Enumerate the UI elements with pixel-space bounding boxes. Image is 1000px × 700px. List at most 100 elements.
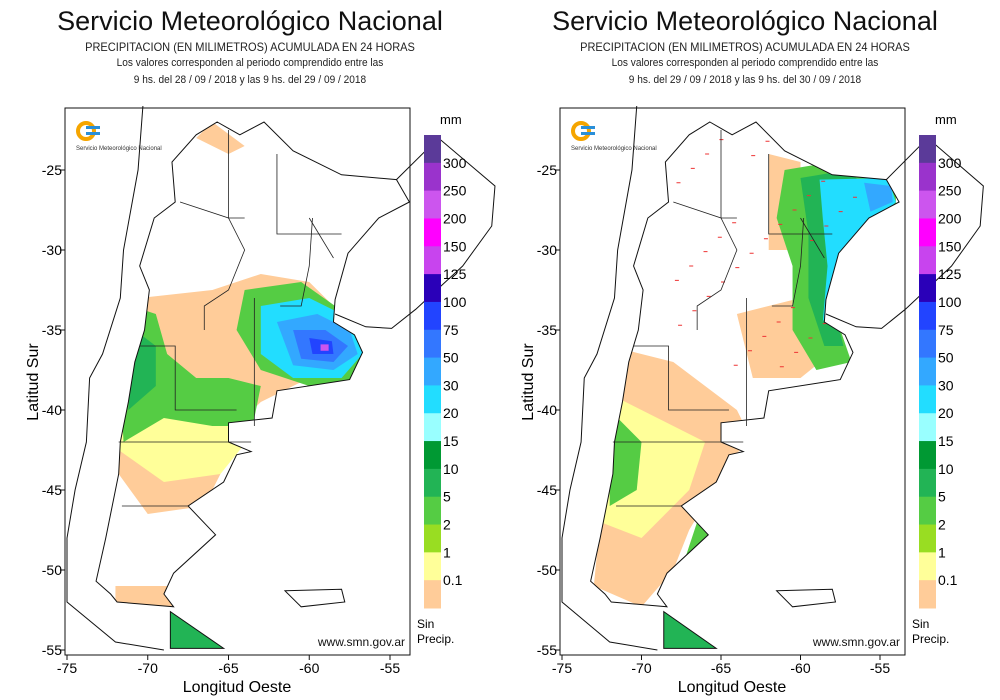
- province-border: [179, 201, 246, 330]
- map-title: Servicio Meteorológico Nacional: [57, 6, 443, 36]
- legend-label: 30: [938, 377, 954, 393]
- east-coast: [825, 137, 984, 329]
- precip-area: [196, 122, 245, 154]
- map-title: Servicio Meteorológico Nacional: [552, 6, 938, 36]
- x-tick-label: -65: [218, 660, 238, 676]
- smn-logo-stripe: [581, 132, 595, 135]
- province-border: [720, 130, 737, 219]
- legend-swatch: [919, 329, 936, 359]
- province-border: [673, 201, 738, 330]
- legend-label: 1: [443, 544, 451, 560]
- legend-label: 200: [938, 210, 962, 226]
- legend-swatch: [424, 357, 441, 386]
- map-subtitle: PRECIPITACION (EN MILIMETROS) ACUMULADA …: [85, 40, 415, 54]
- legend-swatch: [424, 274, 441, 303]
- legend-swatch: [919, 552, 936, 581]
- x-axis-label: Longitud Oeste: [678, 679, 787, 696]
- smn-logo-text: Servicio Meteorológico Nacional: [76, 146, 162, 152]
- precip-area: [609, 410, 642, 506]
- period-dates: 9 hs. del 28 / 09 / 2018 y las 9 hs. del…: [133, 74, 367, 86]
- legend-label: 50: [938, 350, 954, 366]
- map-panel-1: Servicio Meteorológico Nacional PRECIPIT…: [25, 6, 496, 696]
- x-tick-label: -65: [711, 660, 731, 676]
- legend-swatch: [919, 413, 936, 442]
- y-tick-label: -45: [537, 482, 557, 498]
- y-tick-label: -50: [537, 562, 557, 578]
- map-panel-2: Servicio Meteorológico Nacional PRECIPIT…: [495, 0, 995, 700]
- y-tick-label: -40: [537, 402, 557, 418]
- y-tick-label: -55: [537, 642, 557, 658]
- y-tick-label: -55: [42, 642, 62, 658]
- legend-swatch: [424, 301, 441, 331]
- y-tick-label: -35: [537, 322, 557, 338]
- legend-label: 1: [938, 544, 946, 560]
- legend-label: 5: [938, 489, 946, 505]
- legend-label: 150: [938, 238, 962, 254]
- legend-swatch: [919, 301, 936, 331]
- y-tick-label: -35: [42, 322, 62, 338]
- legend-swatch: [424, 496, 441, 526]
- y-axis-label: Latitud Sur: [520, 343, 537, 421]
- tierra-del-fuego: [169, 610, 226, 649]
- legend-swatch: [919, 357, 936, 386]
- precip-area: [320, 344, 329, 351]
- chile-coast: [561, 105, 658, 651]
- precip-area: [115, 586, 172, 607]
- period-note: Los valores corresponden al periodo comp…: [116, 57, 384, 69]
- legend-label: 5: [443, 489, 451, 505]
- legend-swatch: [919, 496, 936, 526]
- legend-no-precip-label: Sin: [912, 617, 929, 631]
- precipitation-fill: [593, 137, 896, 607]
- legend-swatch: [424, 135, 441, 164]
- y-tick-label: -50: [42, 562, 62, 578]
- province-border: [633, 345, 729, 411]
- legend-swatch: [424, 413, 441, 442]
- x-tick-label: -60: [790, 660, 810, 676]
- legend-swatch: [424, 524, 441, 553]
- legend-label: 100: [443, 294, 467, 310]
- smn-logo-stripe: [581, 126, 595, 129]
- legend-unit: mm: [440, 112, 462, 127]
- legend-label: 250: [443, 183, 467, 199]
- legend-label: 150: [443, 238, 467, 254]
- legend-label: 10: [443, 461, 459, 477]
- east-coast: [334, 137, 496, 329]
- legend-label: 300: [938, 155, 962, 171]
- plot-frame: [64, 107, 411, 656]
- malvinas: [775, 588, 837, 608]
- province-border: [139, 345, 237, 411]
- legend-label: 250: [938, 183, 962, 199]
- precip-area: [864, 182, 893, 212]
- legend-label: 0.1: [443, 572, 463, 588]
- legend-swatch: [919, 246, 936, 275]
- smn-logo-stripe: [86, 132, 100, 135]
- argentina-outline: [95, 121, 411, 608]
- x-tick-label: -55: [870, 660, 890, 676]
- legend-label: 15: [443, 433, 459, 449]
- legend-swatch: [919, 274, 936, 303]
- legend-swatch: [424, 441, 441, 470]
- legend-swatch: [424, 468, 441, 498]
- legend-no-precip-label: Precip.: [912, 632, 949, 646]
- website-url: www.smn.gov.ar: [812, 635, 900, 649]
- x-tick-label: -70: [631, 660, 651, 676]
- legend-swatch: [919, 385, 936, 414]
- legend-swatch: [919, 580, 936, 609]
- legend-swatch: [424, 552, 441, 581]
- legend-swatch: [424, 162, 441, 192]
- x-tick-label: -60: [299, 660, 319, 676]
- x-tick-label: -55: [380, 660, 400, 676]
- precipitation-fill: [115, 122, 363, 607]
- legend-swatch: [424, 329, 441, 359]
- y-tick-label: -30: [42, 242, 62, 258]
- x-tick-label: -75: [57, 660, 77, 676]
- legend-label: 300: [443, 155, 467, 171]
- period-note: Los valores corresponden al periodo comp…: [611, 57, 879, 69]
- precipitation-map: -75 -70 -65 -60 -55 -25 -30 -35 -40 -45 -50 -55 Long…: [520, 105, 984, 696]
- province-border: [768, 154, 833, 235]
- legend-label: 125: [443, 266, 467, 282]
- precipitation-map: -75 -70 -65 -60 -55 -25 -30 -35 -40 -45 -50 -55 Long…: [25, 105, 496, 696]
- malvinas: [283, 588, 346, 608]
- argentina-outline: [590, 121, 900, 608]
- legend-label: 30: [443, 377, 459, 393]
